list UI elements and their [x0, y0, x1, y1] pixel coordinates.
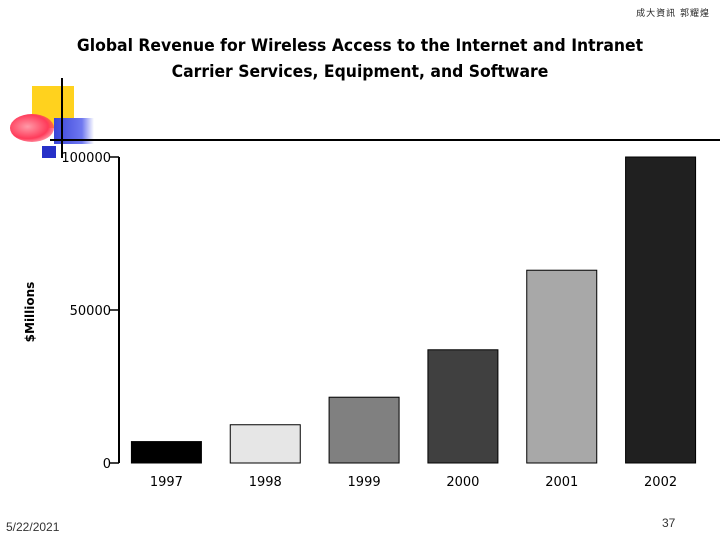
corner-note: 成大資訊 郭耀煌 [636, 9, 710, 19]
chart-title: Global Revenue for Wireless Access to th… [76, 36, 644, 56]
bar [130, 441, 202, 464]
bar [625, 156, 697, 464]
y-tick-label: 100000 [61, 151, 111, 166]
y-tick-label: 50000 [70, 304, 111, 319]
x-tick-label: 1997 [150, 475, 183, 490]
bar [526, 269, 598, 464]
x-tick-label: 2002 [644, 475, 677, 490]
chart-subtitle: Carrier Services, Equipment, and Softwar… [171, 62, 549, 82]
y-tick-label: 0 [103, 457, 111, 472]
page-number: 37 [662, 516, 676, 530]
x-tick-label: 2000 [446, 475, 479, 490]
title-divider-line [50, 139, 720, 141]
x-tick-label: 2001 [545, 475, 578, 490]
decorative-blue-square [42, 146, 56, 158]
bar [427, 349, 499, 464]
decorative-vertical-line [61, 78, 63, 158]
x-tick-label: 1999 [348, 475, 381, 490]
bar [328, 396, 400, 464]
decorative-red-blob [10, 114, 54, 142]
footer-date: 5/22/2021 [6, 520, 60, 534]
bar [229, 424, 301, 464]
x-tick-label: 1998 [249, 475, 282, 490]
